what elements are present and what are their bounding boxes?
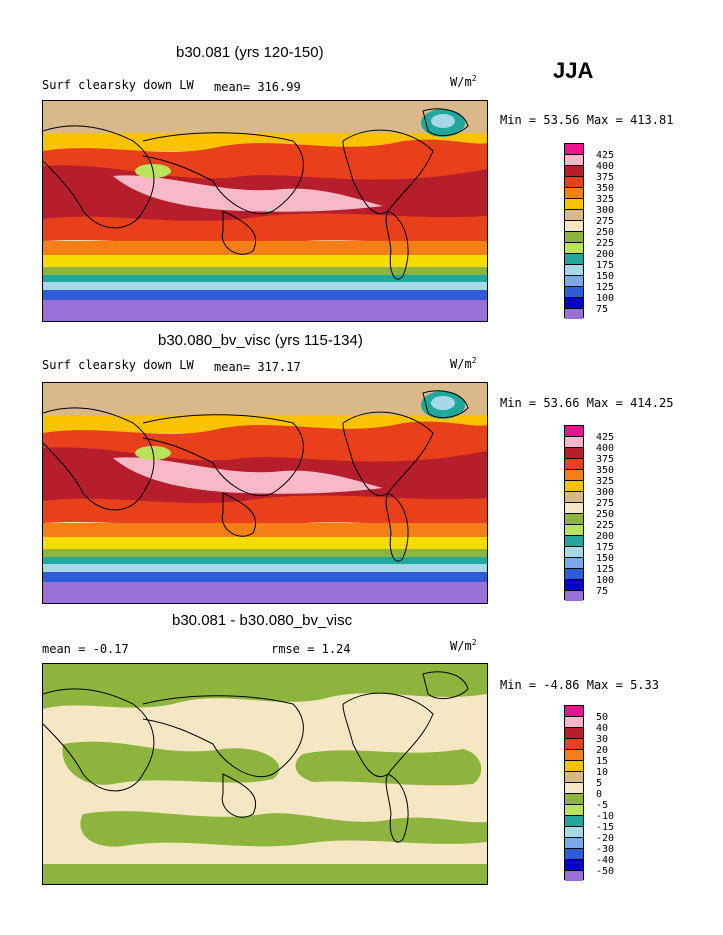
tick-label: -50 bbox=[596, 866, 615, 877]
band-s-lightblue bbox=[43, 282, 487, 290]
tick-label: 325 bbox=[596, 194, 615, 205]
tick-label: 275 bbox=[596, 216, 615, 227]
panel1-colorbar bbox=[564, 143, 584, 319]
tick-label: 350 bbox=[596, 183, 615, 194]
tick-label: 40 bbox=[596, 723, 609, 734]
panel3-units: W/m2 bbox=[450, 638, 477, 653]
tick-label: -15 bbox=[596, 822, 615, 833]
tick-label: 50 bbox=[596, 712, 609, 723]
tick-label: 350 bbox=[596, 465, 615, 476]
tick-label: -20 bbox=[596, 833, 615, 844]
tick-label: 100 bbox=[596, 293, 615, 304]
tick-label: 425 bbox=[596, 432, 615, 443]
panel3-mean: mean = -0.17 bbox=[42, 642, 129, 656]
coastlines bbox=[43, 108, 469, 280]
tick-label: 0 bbox=[596, 789, 603, 800]
tick-label: 75 bbox=[596, 304, 609, 315]
tick-label: 375 bbox=[596, 172, 615, 183]
tick-label: -5 bbox=[596, 800, 609, 811]
tick-label: 325 bbox=[596, 476, 615, 487]
panel2-field: Surf clearsky down LW bbox=[42, 358, 194, 372]
panel3-title: b30.081 - b30.080_bv_visc bbox=[172, 612, 353, 629]
band-s-green bbox=[43, 267, 487, 275]
tick-label: 175 bbox=[596, 260, 615, 271]
tick-label: 225 bbox=[596, 520, 615, 531]
greenland-min bbox=[431, 114, 455, 128]
panel3-colorbar bbox=[564, 705, 584, 881]
tick-label: 400 bbox=[596, 443, 615, 454]
tick-label: 300 bbox=[596, 487, 615, 498]
band-s-mid bbox=[43, 255, 487, 267]
panel2-colorbar bbox=[564, 425, 584, 601]
tick-label: 75 bbox=[596, 586, 609, 597]
tick-label: 125 bbox=[596, 282, 615, 293]
panel2-mean: mean= 317.17 bbox=[214, 360, 301, 374]
tick-label: 250 bbox=[596, 227, 615, 238]
band-s-blue bbox=[43, 290, 487, 300]
tick-label: -30 bbox=[596, 844, 615, 855]
tick-label: 275 bbox=[596, 498, 615, 509]
panel1-field: Surf clearsky down LW bbox=[42, 78, 194, 92]
tick-label: 100 bbox=[596, 575, 615, 586]
tick-label: 150 bbox=[596, 271, 615, 282]
negative-patches bbox=[43, 664, 487, 884]
tick-label: 150 bbox=[596, 553, 615, 564]
season-label: JJA bbox=[553, 58, 594, 83]
tick-label: 15 bbox=[596, 756, 609, 767]
tick-label: 175 bbox=[596, 542, 615, 553]
tick-label: 125 bbox=[596, 564, 615, 575]
band-s-sub bbox=[43, 241, 487, 255]
panel1-minmax: Min = 53.56 Max = 413.81 bbox=[500, 113, 674, 127]
band-n-high bbox=[43, 101, 487, 133]
tick-label: 375 bbox=[596, 454, 615, 465]
tick-label: 5 bbox=[596, 778, 603, 789]
tick-label: 250 bbox=[596, 509, 615, 520]
panel1-units: W/m2 bbox=[450, 74, 477, 89]
panel3-minmax: Min = -4.86 Max = 5.33 bbox=[500, 678, 659, 692]
tick-label: 225 bbox=[596, 238, 615, 249]
tick-label: 10 bbox=[596, 767, 609, 778]
tick-label: 20 bbox=[596, 745, 609, 756]
panel1-map bbox=[42, 100, 488, 322]
tick-label: 200 bbox=[596, 249, 615, 260]
panel3-rmse: rmse = 1.24 bbox=[271, 642, 351, 656]
panel1-mean: mean= 316.99 bbox=[214, 80, 301, 94]
band-peak bbox=[113, 175, 383, 212]
panel2-map bbox=[42, 382, 488, 604]
tick-label: 300 bbox=[596, 205, 615, 216]
panel3-map bbox=[42, 663, 488, 885]
panel2-minmax: Min = 53.66 Max = 414.25 bbox=[500, 396, 674, 410]
tick-label: 400 bbox=[596, 161, 615, 172]
band-antarctic bbox=[43, 300, 487, 321]
panel2-colorbar-labels: 425 400 375 350 325 300 275 250 225 200 … bbox=[596, 432, 614, 597]
tick-label: 425 bbox=[596, 150, 615, 161]
panel2-title: b30.080_bv_visc (yrs 115-134) bbox=[158, 332, 363, 349]
panel2-units: W/m2 bbox=[450, 356, 477, 371]
tick-label: 200 bbox=[596, 531, 615, 542]
panel3-colorbar-labels: 50 40 30 20 15 10 5 0 -5 -10 -15 -20 -30… bbox=[596, 712, 614, 877]
panel1-title: b30.081 (yrs 120-150) bbox=[176, 44, 324, 61]
tick-label: 30 bbox=[596, 734, 609, 745]
band-s-teal bbox=[43, 275, 487, 282]
tick-label: -40 bbox=[596, 855, 615, 866]
tick-label: -10 bbox=[596, 811, 615, 822]
panel1-colorbar-labels: 425 400 375 350 325 300 275 250 225 200 … bbox=[596, 150, 614, 315]
